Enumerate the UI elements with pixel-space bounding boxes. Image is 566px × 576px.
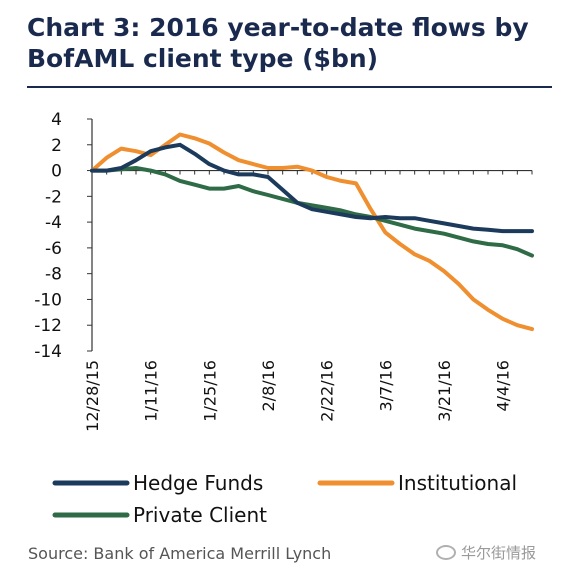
flows-line-chart: 4 2 0 -2 -4 -6 -8 -10 -12 -14 12/28/15 1/11/16 1/25/… (34, 110, 534, 527)
legend-label-hedge-funds: Hedge Funds (133, 471, 263, 495)
y-tick-label: -4 (45, 213, 62, 233)
y-tick-label: -12 (34, 316, 62, 336)
chart-title: Chart 3: 2016 year-to-date flows by BofA… (27, 12, 557, 74)
y-tick-label: -8 (45, 265, 62, 285)
x-tick-label: 1/25/16 (200, 360, 219, 422)
y-tick-label: -6 (45, 239, 62, 259)
x-tick-label: 1/11/16 (142, 360, 161, 422)
x-tick-label: 12/28/15 (83, 360, 102, 432)
y-tick-label: 4 (51, 110, 62, 130)
series-line-hedge-funds (90, 142, 534, 234)
chart-title-line-1: Chart 3: 2016 year-to-date flows by (27, 13, 529, 42)
y-tick-label: 2 (51, 136, 62, 156)
y-tick-label: 0 (51, 162, 62, 182)
legend-label-private-client: Private Client (133, 503, 267, 527)
x-tick-label: 3/7/16 (376, 360, 395, 412)
x-tick-label: 2/8/16 (259, 360, 278, 412)
watermark: 华尔街情报 (436, 542, 536, 563)
series-line-private-client (90, 166, 534, 258)
title-divider (27, 86, 552, 88)
x-tick-label: 4/4/16 (494, 360, 513, 412)
x-tick-label: 2/22/16 (318, 360, 337, 422)
y-tick-label: -14 (34, 342, 62, 362)
y-tick-label: -10 (34, 290, 62, 310)
source-note: Source: Bank of America Merrill Lynch (28, 544, 332, 563)
x-tick-label: 3/21/16 (435, 360, 454, 422)
y-tick-label: -2 (45, 187, 62, 207)
watermark-text: 华尔街情报 (461, 544, 537, 562)
wechat-icon (436, 545, 456, 560)
legend-label-institutional: Institutional (398, 471, 517, 495)
series-line-institutional (90, 132, 534, 332)
chart-title-line-2: BofAML client type ($bn) (27, 44, 379, 73)
